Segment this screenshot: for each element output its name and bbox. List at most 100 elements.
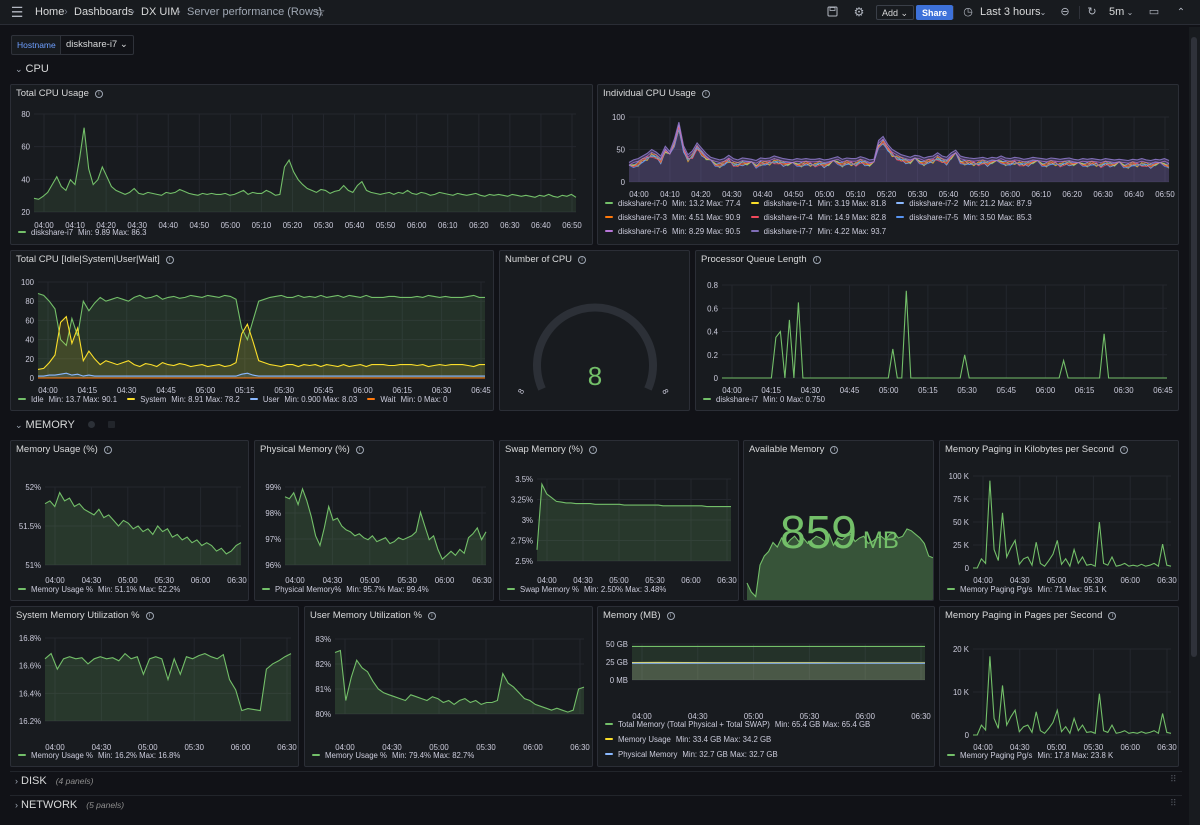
legend-series-name[interactable]: Memory Usage % [31, 585, 93, 594]
panel-memory-mb[interactable]: Memory (MB) i 50 GB 25 GB 0 MB 04:00 04:30 05:… [597, 606, 935, 767]
row-disk-header[interactable]: › DISK (4 panels) [15, 775, 94, 787]
x-tick-label: 04:50 [190, 221, 210, 230]
panel-system-memory-utilization[interactable]: System Memory Utilization % i 16.8% 16.6% 1… [10, 606, 299, 767]
legend-stats: Min: 8.91 Max: 78.2 [171, 395, 240, 404]
scrollbar-thumb[interactable] [1191, 37, 1197, 657]
x-tick-label: 06:00 [1001, 190, 1021, 199]
legend-series-name[interactable]: Memory Paging Pg/s [960, 751, 1033, 760]
y-tick-label: 25 K [953, 541, 970, 550]
panel-available-memory[interactable]: Available Memory i 859 MB [743, 440, 934, 601]
legend-series-name[interactable]: diskshare-i7 [31, 228, 74, 237]
info-icon[interactable]: i [701, 90, 710, 98]
legend-series-name[interactable]: diskshare-i7-0 [618, 199, 667, 208]
share-button[interactable]: Share [916, 5, 954, 20]
legend-series-name[interactable]: diskshare-i7-3 [618, 213, 667, 222]
legend-series-name[interactable]: Total Memory (Total Physical + Total SWA… [618, 720, 770, 729]
legend-series-name[interactable]: Physical Memory% [275, 585, 342, 594]
row-memory-header[interactable]: ⌄ MEMORY [15, 417, 115, 433]
save-icon[interactable] [825, 0, 839, 25]
panel-memory-usage[interactable]: Memory Usage (%) i 52% 51.5% 51% 04:00 04:30 0… [10, 440, 249, 601]
series-line [746, 528, 933, 598]
legend-stats: Min: 4.22 Max: 93.7 [817, 227, 887, 236]
panel-memory-paging-kb[interactable]: Memory Paging in Kilobytes per Second i 1… [939, 440, 1179, 601]
row-network[interactable] [10, 795, 1182, 817]
info-icon[interactable]: i [355, 446, 364, 454]
chevron-down-icon[interactable]: ⌄ [1126, 8, 1134, 17]
info-icon[interactable]: i [103, 446, 112, 454]
panel-individual-cpu-usage[interactable]: Individual CPU Usage i 100 50 0 04:00 04:10 04… [597, 84, 1179, 245]
legend-series-name[interactable]: Wait [380, 395, 396, 404]
legend-series-name[interactable]: Idle [31, 395, 44, 404]
panel-total-cpu-idle-system-user-wait[interactable]: Total CPU [Idle|System|User|Wait] i 100 80… [10, 250, 494, 411]
x-tick-label: 05:00 [360, 576, 380, 585]
panel-user-memory-utilization[interactable]: User Memory Utilization % i 83% 82% 81% 80% 0… [304, 606, 593, 767]
info-icon[interactable]: i [666, 612, 675, 620]
legend-series-name[interactable]: System [140, 395, 167, 404]
legend-series-name[interactable]: diskshare-i7-4 [763, 213, 813, 222]
legend-series-name[interactable]: Swap Memory % [520, 585, 579, 594]
info-icon[interactable]: i [578, 256, 587, 264]
add-button[interactable]: Add ⌄ [876, 5, 915, 20]
drag-handle-icon[interactable]: ⠿ [1170, 798, 1177, 808]
legend-series-name[interactable]: Memory Usage [618, 735, 671, 744]
x-tick-label: 04:30 [82, 576, 102, 585]
legend-series-name[interactable]: diskshare-i7 [716, 395, 759, 404]
scrollbar[interactable] [1189, 27, 1200, 825]
collapse-up-icon[interactable]: ⌃ [1176, 7, 1186, 18]
legend-series-name[interactable]: Memory Paging Pg/s [960, 585, 1033, 594]
row-cpu-header[interactable]: ⌄ CPU [15, 63, 49, 75]
info-icon[interactable]: i [589, 446, 598, 454]
top-navbar: ☰ Home › Dashboards › DX UIM › Server pe… [0, 0, 1200, 25]
info-icon[interactable]: i [1119, 446, 1128, 454]
zoom-out-icon[interactable]: ⊖ [1060, 6, 1070, 18]
info-icon[interactable]: i [1108, 612, 1117, 620]
refresh-interval-picker[interactable]: 5m [1109, 6, 1125, 18]
hostname-variable-select[interactable]: diskshare-i7 ⌄ [60, 35, 134, 55]
menu-icon[interactable]: ☰ [10, 4, 24, 20]
row-disk[interactable] [10, 771, 1182, 793]
row-network-header[interactable]: › NETWORK (5 panels) [15, 799, 125, 811]
x-tick-label: 04:10 [660, 190, 680, 199]
breadcrumb-home[interactable]: Home [35, 6, 65, 18]
breadcrumb-folder[interactable]: DX UIM [141, 6, 180, 18]
y-tick-label: 0 [965, 564, 970, 573]
panel-memory-paging-pages[interactable]: Memory Paging in Pages per Second i 20 K 1… [939, 606, 1179, 767]
legend-series-name[interactable]: User [262, 395, 280, 404]
info-icon[interactable]: i [812, 256, 821, 264]
row-delete-icon[interactable] [107, 421, 115, 428]
y-tick-label: 20 [25, 355, 34, 364]
info-icon[interactable]: i [145, 612, 154, 620]
info-icon[interactable]: i [165, 256, 174, 264]
refresh-icon[interactable]: ↻ [1087, 6, 1097, 18]
info-icon[interactable]: i [427, 612, 436, 620]
legend-series-name[interactable]: diskshare-i7-7 [763, 227, 813, 236]
info-icon[interactable]: i [830, 446, 839, 454]
panel-swap-memory[interactable]: Swap Memory (%) i 3.5% 3.25% 3% 2.75% 2.5% 04:… [499, 440, 739, 601]
legend-series-name[interactable]: Memory Usage % [31, 751, 93, 760]
chevron-down-icon[interactable]: ⌄ [1039, 8, 1047, 17]
legend-series-name[interactable]: diskshare-i7-2 [909, 199, 959, 208]
legend-series-name[interactable]: Memory Usage % [325, 751, 387, 760]
legend-series-name[interactable]: diskshare-i7-5 [909, 213, 959, 222]
legend-series-name[interactable]: Physical Memory [618, 750, 678, 759]
panel-physical-memory[interactable]: Physical Memory (%) i 99% 98% 97% 96% 04:00 04… [254, 440, 494, 601]
clock-icon: ◷ [963, 6, 973, 18]
panel-number-of-cpu[interactable]: Number of CPU i 8 8 8 [499, 250, 690, 411]
row-settings-icon[interactable] [87, 421, 95, 428]
settings-gear-icon[interactable]: ⚙ [853, 5, 865, 19]
time-range-picker[interactable]: Last 3 hours [980, 6, 1041, 18]
panel-total-cpu-usage[interactable]: Total CPU Usage i 80 60 40 20 04:00 04:10 04:20… [10, 84, 593, 245]
y-tick-label: 20 [21, 208, 30, 217]
legend-series-name[interactable]: diskshare-i7-1 [763, 199, 813, 208]
info-icon[interactable]: i [94, 90, 103, 98]
legend-series-name[interactable]: diskshare-i7-6 [618, 227, 667, 236]
drag-handle-icon[interactable]: ⠿ [1170, 774, 1177, 784]
x-tick-label: 06:00 [1120, 576, 1140, 585]
panel-title: Total CPU Usage i [16, 88, 103, 99]
x-tick-label: 04:10 [65, 221, 85, 230]
breadcrumb-dashboards[interactable]: Dashboards [74, 6, 134, 18]
panel-processor-queue-length[interactable]: Processor Queue Length i 0.8 0.6 0.4 0.2 0 04:… [695, 250, 1179, 411]
series-line [37, 315, 485, 370]
tv-mode-icon[interactable]: ▭ [1148, 6, 1160, 18]
star-icon[interactable]: ☆ [314, 5, 326, 19]
